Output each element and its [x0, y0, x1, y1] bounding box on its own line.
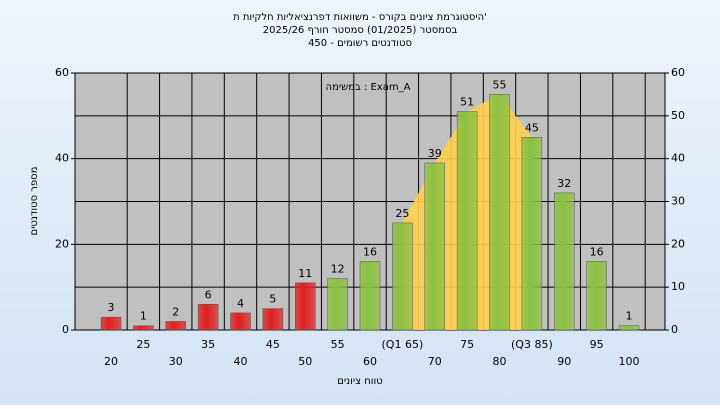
- y2-tick-label: 40: [671, 152, 685, 165]
- x-tick-label: (Q3 85): [511, 338, 553, 351]
- x-tick-label: 95: [590, 338, 604, 351]
- chart-subtitle: בסמסטר (01/2025) סמסטר חורף 2025/26: [263, 25, 458, 36]
- data-label: 4: [237, 297, 244, 310]
- bar: [586, 261, 607, 331]
- x-tick-label: 55: [331, 338, 345, 351]
- x-tick-label: 80: [493, 355, 507, 368]
- data-label: 51: [460, 96, 474, 109]
- x-tick-label: 90: [557, 355, 571, 368]
- data-label: 3: [108, 301, 115, 314]
- bar: [262, 308, 284, 331]
- x-tick-label: 100: [619, 355, 640, 368]
- x-tick-label: (Q1 65): [382, 338, 424, 351]
- data-label: 39: [428, 147, 442, 160]
- bar: [392, 222, 413, 331]
- bar: [456, 111, 478, 331]
- data-label: 1: [626, 310, 633, 323]
- data-label: 11: [298, 267, 312, 280]
- bar: [197, 304, 219, 331]
- bar: [554, 192, 575, 331]
- bar: [230, 312, 251, 331]
- x-tick-label: 30: [169, 355, 183, 368]
- bar: [489, 94, 510, 331]
- x-tick-label: 70: [428, 355, 442, 368]
- y2-tick-label: 30: [671, 195, 685, 208]
- x-axis-label: טווח ציונים: [337, 376, 382, 387]
- bar: [521, 137, 543, 331]
- data-label: 55: [493, 78, 507, 91]
- x-tick-label: 75: [460, 338, 474, 351]
- bar: [359, 261, 381, 331]
- bar: [295, 282, 316, 331]
- bar: [618, 325, 640, 331]
- bar: [424, 162, 445, 331]
- bar: [100, 316, 122, 331]
- x-tick-label: 50: [298, 355, 312, 368]
- y-tick-label: 20: [55, 237, 69, 250]
- y2-tick-label: 50: [671, 109, 685, 122]
- data-label: 32: [557, 177, 571, 190]
- y-tick-label: 40: [55, 152, 69, 165]
- annotation: במשימה : Exam_A: [326, 82, 411, 93]
- x-tick-label: 45: [266, 338, 280, 351]
- bar: [133, 325, 154, 331]
- x-tick-label: 60: [363, 355, 377, 368]
- data-label: 5: [269, 293, 276, 306]
- y2-tick-label: 60: [671, 66, 685, 79]
- data-label: 45: [525, 121, 539, 134]
- data-label: 2: [172, 305, 179, 318]
- data-label: 6: [205, 288, 212, 301]
- y2-tick-label: 10: [671, 280, 685, 293]
- x-tick-label: 40: [234, 355, 248, 368]
- x-tick-label: 20: [104, 355, 118, 368]
- data-label: 1: [140, 310, 147, 323]
- chart-title: 'היסטוגרמת ציונים בקורס - משוואות דפרנצי…: [233, 12, 487, 23]
- y-tick-label: 60: [55, 66, 69, 79]
- bar: [327, 278, 348, 331]
- data-label: 25: [395, 207, 409, 220]
- chart-subtitle: סטודנטים רשומים - 450: [308, 38, 412, 49]
- data-label: 16: [590, 245, 604, 258]
- y2-tick-label: 0: [671, 323, 678, 336]
- y-axis-label: מספר סטודנטים: [29, 167, 40, 236]
- data-label: 12: [331, 263, 345, 276]
- x-tick-label: 25: [136, 338, 150, 351]
- y-tick-label: 0: [62, 323, 69, 336]
- y2-tick-label: 20: [671, 237, 685, 250]
- bar: [165, 321, 186, 331]
- data-label: 16: [363, 245, 377, 258]
- x-tick-label: 35: [201, 338, 215, 351]
